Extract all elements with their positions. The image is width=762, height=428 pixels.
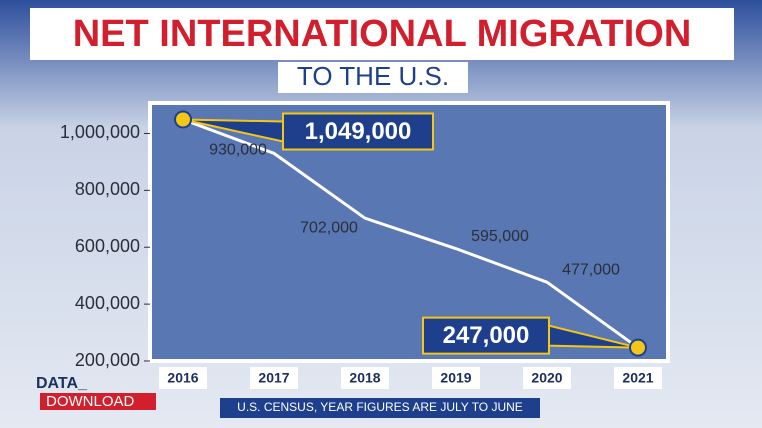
y-tick-label: 600,000: [75, 236, 140, 256]
x-tick-label: 2016: [167, 370, 198, 386]
value-label: 1,049,000: [305, 118, 412, 145]
point: [629, 338, 647, 357]
logo-top: DATA_: [36, 375, 88, 392]
value-label-box: [282, 112, 434, 151]
y-tick-label: 400,000: [75, 293, 140, 313]
x-label-box: [523, 367, 571, 389]
value-label: 247,000: [443, 322, 530, 349]
value-label: 477,000: [562, 261, 620, 278]
source: U.S. CENSUS, YEAR FIGURES ARE JULY TO JU…: [237, 400, 523, 414]
logo-bottom: DOWNLOAD: [46, 393, 135, 410]
value-label: 595,000: [471, 228, 529, 245]
x-tick-label: 2019: [440, 370, 471, 386]
y-tick-label: 800,000: [75, 179, 140, 199]
x-tick-label: 2021: [622, 370, 653, 386]
value-label-box: [422, 316, 550, 355]
title-box: [30, 8, 734, 60]
x-label-box: [614, 367, 662, 389]
chart-title: NET INTERNATIONAL MIGRATION: [73, 13, 692, 55]
value-label: 702,000: [300, 219, 358, 236]
y-tick-label: 200,000: [75, 350, 140, 370]
logo-box: [40, 393, 156, 410]
x-label-box: [250, 367, 298, 389]
source-box: [220, 398, 540, 418]
x-label-box: [341, 367, 389, 389]
y-tick-label: 1,000,000: [60, 122, 140, 142]
x-label-box: [159, 367, 207, 389]
value-label: 930,000: [209, 142, 267, 159]
chart-subtitle: TO THE U.S.: [297, 61, 449, 91]
x-tick-label: 2018: [349, 370, 380, 386]
point: [174, 110, 192, 129]
x-tick-label: 2020: [531, 370, 562, 386]
line: [182, 118, 639, 349]
x-tick-label: 2017: [258, 370, 289, 386]
subtitle-box: [278, 62, 468, 93]
x-label-box: [432, 367, 480, 389]
